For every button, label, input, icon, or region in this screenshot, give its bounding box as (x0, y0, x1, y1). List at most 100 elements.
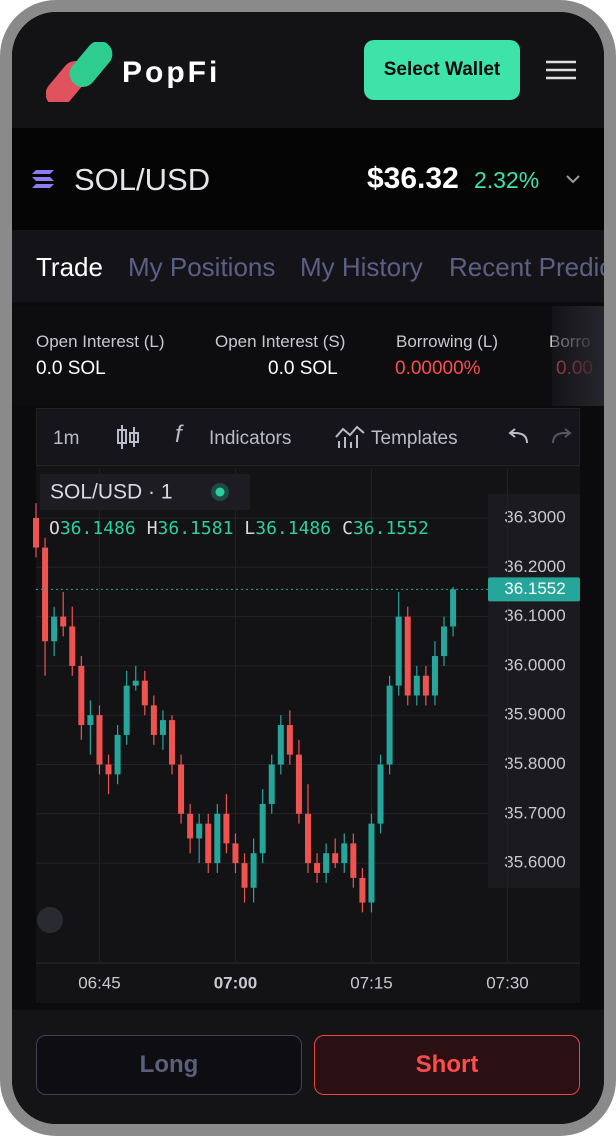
candle-body (232, 843, 239, 864)
candle-icon[interactable] (115, 423, 141, 451)
candle-body (450, 589, 457, 627)
action-bar: Long Short (12, 1010, 604, 1124)
chart-title: SOL/USD · 1 (50, 481, 173, 504)
candle-body (332, 853, 339, 864)
stat-label: Borrowing (L) (396, 332, 499, 351)
candle-body (422, 675, 429, 696)
candle-body (305, 813, 311, 864)
candle-body (431, 656, 438, 696)
indicators[interactable]: Indicators (209, 428, 292, 449)
candle-body (205, 823, 212, 864)
chart-toolbar: 1m f Indicators Templates (36, 408, 580, 466)
candle-body (268, 764, 275, 804)
candle-body (277, 725, 284, 765)
candle-body (196, 823, 203, 839)
stat-value: 0.0 SOL (36, 358, 106, 379)
y-tick-label: 36.1000 (504, 606, 565, 625)
ohlc-key: H (147, 518, 158, 539)
candle-body (341, 843, 348, 864)
templates-icon[interactable] (335, 423, 365, 449)
candle-body (60, 616, 67, 627)
candle-body (132, 680, 139, 686)
candle-body (241, 863, 248, 888)
ohlc-value: 36.1486 (255, 518, 331, 539)
candle-body (96, 715, 103, 765)
x-tick-label: 07:15 (350, 973, 393, 992)
templates[interactable]: Templates (371, 428, 458, 449)
brand: PopFi (122, 56, 221, 89)
y-tick-label: 35.8000 (504, 754, 565, 773)
sol-icon (32, 170, 54, 188)
stat-value: 0.00000% (395, 358, 481, 379)
last-price-label: 36.1552 (504, 579, 565, 598)
tab[interactable]: Trade (36, 252, 103, 282)
y-tick-label: 35.9000 (504, 705, 565, 724)
select-wallet-button[interactable]: Select Wallet (364, 40, 520, 100)
candle-body (159, 720, 166, 735)
candle-body (323, 853, 330, 873)
candle-body (223, 813, 230, 844)
candle-body (404, 616, 411, 696)
x-tick-label: 06:45 (78, 973, 121, 992)
last-price-box (488, 577, 580, 602)
screen: PopFi Select Wallet SOL/USD $36.32 2.32%… (12, 12, 604, 1124)
price-axis-background (488, 494, 580, 888)
long-button[interactable]: Long (36, 1035, 302, 1095)
y-tick-label: 35.7000 (504, 803, 565, 822)
candle-body (214, 813, 221, 864)
candle-body (441, 626, 447, 657)
menu-icon[interactable] (546, 60, 578, 82)
dropdown-icon[interactable] (566, 174, 580, 184)
tabs: Trade My Positions My History Recent Pre… (12, 230, 604, 302)
candle-body (42, 547, 49, 642)
candle-body (314, 863, 321, 873)
pair: SOL/USD (74, 162, 211, 197)
candle-body (87, 715, 94, 726)
y-tick-label: 36.0000 (504, 655, 565, 674)
change: 2.32% (474, 167, 540, 193)
candle-body (359, 877, 366, 903)
stats: Open Interest (L) 0.0 SOL Open Interest … (12, 306, 604, 406)
ohlc-key: C (342, 518, 353, 539)
candle-body (368, 823, 375, 903)
candle-body (141, 680, 148, 706)
candle-body (350, 843, 357, 878)
candle-body (386, 685, 393, 765)
chart: 35.6000 35.7000 35.8000 35.9000 36.0000 36.10… (33, 466, 580, 1003)
tab[interactable]: My Positions (128, 252, 276, 282)
y-tick-label: 36.3000 (504, 507, 565, 526)
logo (46, 42, 113, 102)
tab[interactable]: My History (300, 252, 423, 282)
candle-body (259, 803, 266, 854)
status-dot (215, 487, 225, 497)
candle-body (123, 685, 130, 735)
price: $36.32 (367, 162, 459, 195)
ohlc-value: 36.1552 (353, 518, 429, 539)
candle-body (250, 853, 257, 888)
candle-body (33, 518, 39, 548)
y-tick-label: 35.6000 (504, 853, 565, 872)
market-bar (12, 128, 604, 230)
scroll-fade[interactable] (552, 306, 604, 406)
undo-redo[interactable] (507, 427, 573, 447)
short-button[interactable]: Short (314, 1035, 580, 1095)
interval[interactable]: 1m (53, 428, 80, 449)
candle-body (377, 764, 384, 824)
tab[interactable]: Recent Predic (449, 252, 604, 282)
ohlc-value: 36.1486 (60, 518, 136, 539)
stat-label: Open Interest (S) (215, 332, 346, 351)
x-tick-label: 07:30 (486, 973, 529, 992)
candle-body (69, 626, 76, 666)
candle-body (187, 813, 194, 839)
candle-body (105, 764, 112, 775)
tv-logo (37, 907, 63, 933)
candle-body (114, 734, 121, 775)
y-tick-label: 36.2000 (504, 557, 565, 576)
stat-value: 0.0 SOL (268, 358, 338, 379)
ohlc-value: 36.1581 (158, 518, 234, 539)
ohlc-key: O (49, 518, 60, 539)
fx-icon[interactable]: f (175, 421, 182, 448)
candle-body (286, 725, 293, 755)
candle-body (78, 665, 85, 726)
